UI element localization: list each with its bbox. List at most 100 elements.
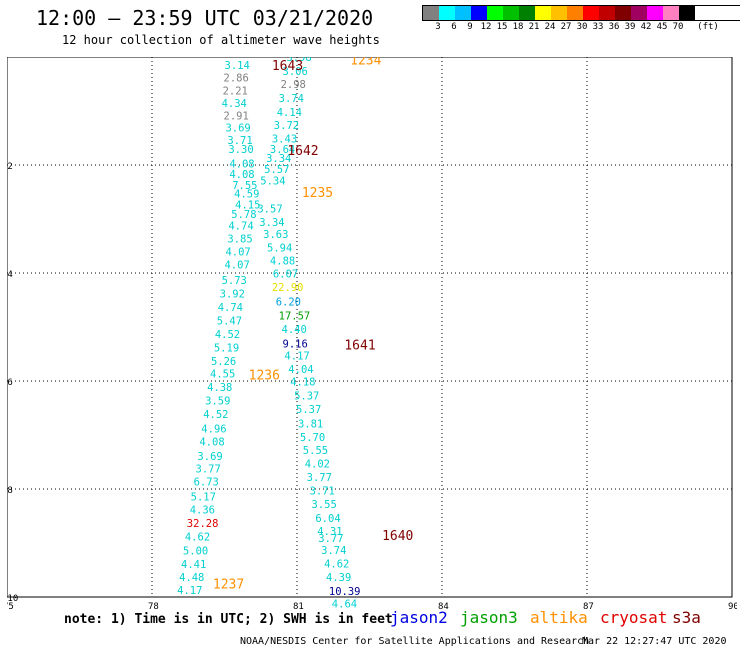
credit-line: NOAA/NESDIS Center for Satellite Applica…	[240, 636, 590, 647]
lat-tick-label: -2	[7, 162, 13, 172]
wave-height-value: 5.37	[294, 391, 319, 403]
pass-time-label: 1640	[382, 529, 413, 544]
legend-unit: (ft)	[697, 22, 719, 32]
wave-height-value: 3.34	[266, 153, 291, 165]
legend-swatch	[551, 6, 567, 20]
pass-time-label: 1643	[272, 59, 303, 74]
wave-height-value: 3.77	[196, 463, 221, 475]
wave-height-value: 3.55	[312, 499, 337, 511]
legend-label: 12	[480, 22, 492, 32]
wave-height-value: 5.57	[264, 164, 289, 176]
lat-tick-label: -6	[7, 378, 13, 388]
wave-height-value: 4.74	[228, 220, 253, 232]
wave-height-value: 32.28	[187, 518, 219, 530]
wave-height-value: 5.34	[260, 176, 285, 188]
wave-height-value: 2.98	[281, 79, 306, 91]
map-frame	[7, 57, 733, 598]
wave-height-value: 7.55	[232, 180, 257, 192]
map-grid	[7, 57, 732, 597]
lon-tick-label: 90	[728, 602, 737, 612]
wave-height-value: 4.41	[181, 559, 206, 571]
wave-height-value: 4.96	[201, 424, 226, 436]
wave-height-value: 4.62	[185, 532, 210, 544]
legend-color-bar	[422, 5, 740, 21]
legend-swatch	[471, 6, 487, 20]
wave-height-map: 0-2-4-6-8-10 757881848790 3.142.862.214.…	[7, 57, 737, 612]
wave-height-value: 3.69	[225, 123, 250, 135]
pass-time-label: 1234	[350, 57, 381, 69]
page-title: 12:00 — 23:59 UTC 03/21/2020	[36, 6, 374, 30]
lat-tick-label: -10	[7, 594, 18, 604]
wave-height-value: 2.91	[224, 110, 249, 122]
sat-s3a: s3a	[672, 608, 701, 627]
wave-height-value: 4.14	[277, 107, 302, 119]
wave-height-value: 4.08	[229, 158, 254, 170]
wave-height-value: 3.85	[227, 233, 252, 245]
legend-label: 39	[624, 22, 636, 32]
wave-height-value: 4.31	[317, 526, 342, 538]
wave-height-value: 3.74	[321, 545, 346, 557]
wave-height-value: 3.71	[227, 135, 252, 147]
wave-height-value: 3.43	[272, 134, 297, 146]
wave-height-value: 4.04	[288, 364, 313, 376]
legend-label: 30	[576, 22, 588, 32]
wave-height-value: 6.73	[194, 476, 219, 488]
legend-swatch	[423, 6, 439, 20]
pass-time-label: 1642	[287, 144, 318, 159]
wave-height-value: 17.57	[279, 311, 311, 323]
legend-label: 70	[672, 22, 684, 32]
wave-height-value: 5.94	[267, 243, 292, 255]
legend-swatch	[487, 6, 503, 20]
wave-height-value: 10.39	[329, 586, 361, 598]
legend-labels: 3 6 9 12 15 18 21 24 27 30 33 36 39 42 45 70 (ft)	[422, 21, 740, 33]
wave-height-value: 5.55	[303, 445, 328, 457]
wave-height-value: 4.52	[215, 329, 240, 341]
lon-tick-label: 81	[293, 602, 304, 612]
wave-height-value: 4.52	[203, 409, 228, 421]
legend-swatch	[583, 6, 599, 20]
wave-height-value: 3.59	[205, 395, 230, 407]
wave-height-value: 5.70	[300, 432, 325, 444]
legend-label: 45	[656, 22, 668, 32]
wave-height-value: 4.40	[282, 324, 307, 336]
wave-height-value: 4.02	[305, 459, 330, 471]
wave-height-value: 3.34	[259, 217, 284, 229]
legend-swatch	[519, 6, 535, 20]
legend-swatch	[455, 6, 471, 20]
wave-height-readings: 3.142.862.214.342.913.693.713.304.084.08…	[177, 57, 360, 610]
wave-height-value: 3.81	[298, 419, 323, 431]
wave-height-value: 4.17	[284, 351, 309, 363]
wave-height-value: 4.38	[207, 382, 232, 394]
wave-height-value: 5.17	[191, 492, 216, 504]
wave-height-value: 3.74	[279, 93, 304, 105]
color-legend: 3 6 9 12 15 18 21 24 27 30 33 36 39 42 45 70 (ft)	[422, 5, 740, 33]
legend-label: 42	[640, 22, 652, 32]
wave-height-value: 5.73	[222, 275, 247, 287]
pass-time-label: 1641	[344, 338, 375, 353]
lat-tick-label: -8	[7, 486, 13, 496]
wave-height-value: 4.08	[229, 169, 254, 181]
wave-height-value: 6.04	[315, 513, 340, 525]
sat-jason2: jason2	[390, 608, 448, 627]
wave-height-value: 4.59	[234, 189, 259, 201]
legend-label: 18	[512, 22, 524, 32]
sat-jason3: jason3	[460, 608, 518, 627]
wave-height-value: 3.58	[286, 57, 311, 64]
legend-swatch	[535, 6, 551, 20]
wave-height-value: 5.47	[217, 316, 242, 328]
legend-label: 24	[544, 22, 556, 32]
wave-height-value: 4.55	[210, 368, 235, 380]
legend-label: 36	[608, 22, 620, 32]
lat-tick-label: -4	[7, 270, 13, 280]
pass-time-label: 1235	[302, 186, 333, 201]
legend-label: 33	[592, 22, 604, 32]
wave-height-value: 4.88	[270, 256, 295, 268]
legend-label: 27	[560, 22, 572, 32]
wave-height-value: 5.26	[211, 356, 236, 368]
lon-tick-label: 78	[148, 602, 159, 612]
wave-height-value: 3.14	[225, 60, 250, 72]
wave-height-value: 4.64	[332, 598, 357, 610]
wave-height-value: 3.64	[270, 144, 295, 156]
legend-swatch	[503, 6, 519, 20]
wave-height-value: 22.90	[272, 282, 304, 294]
